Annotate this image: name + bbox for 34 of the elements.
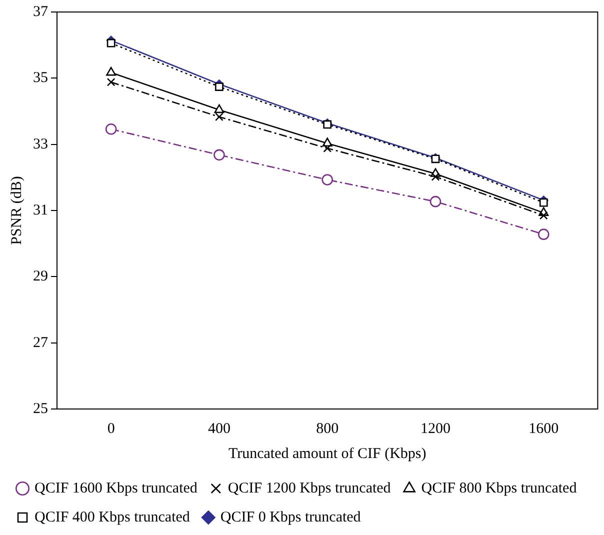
- x-tick-label: 1200: [420, 420, 450, 437]
- y-tick-label: 29: [33, 268, 48, 285]
- point: [539, 211, 548, 220]
- point: [539, 198, 548, 207]
- legend-label: QCIF 1600 Kbps truncated: [34, 480, 198, 496]
- x-axis-title: Truncated amount of CIF (Kbps): [228, 446, 426, 462]
- legend-label: QCIF 800 Kbps truncated: [421, 480, 578, 496]
- point: [105, 123, 117, 135]
- point: [106, 78, 116, 86]
- legend-label: QCIF 400 Kbps truncated: [34, 509, 190, 526]
- y-tick-label: 33: [33, 136, 48, 152]
- y-tick-label: 27: [33, 334, 48, 351]
- y-tick-label: 31: [33, 202, 48, 218]
- point: [431, 172, 440, 181]
- y-axis-title: PSNR (dB): [8, 176, 25, 245]
- x-tick-label: 0: [107, 420, 115, 437]
- x-tick-label: 1600: [528, 420, 559, 437]
- point: [214, 149, 225, 161]
- point: [430, 196, 442, 208]
- point: [106, 38, 116, 48]
- point: [538, 228, 550, 240]
- x-tick-label: 400: [208, 420, 230, 437]
- point: [323, 144, 332, 152]
- legend-label: QCIF 0 Kbps truncated: [220, 509, 362, 526]
- y-tick-label: 35: [33, 70, 48, 86]
- point: [106, 66, 116, 76]
- point: [322, 174, 333, 186]
- x-tick-label: 800: [316, 420, 339, 437]
- point: [215, 112, 224, 122]
- y-tick-label: 25: [33, 400, 48, 417]
- y-tick-label: 37: [33, 4, 48, 20]
- point: [214, 104, 224, 114]
- legend-label: QCIF 1200 Kbps truncated: [228, 480, 392, 496]
- point: [215, 82, 224, 91]
